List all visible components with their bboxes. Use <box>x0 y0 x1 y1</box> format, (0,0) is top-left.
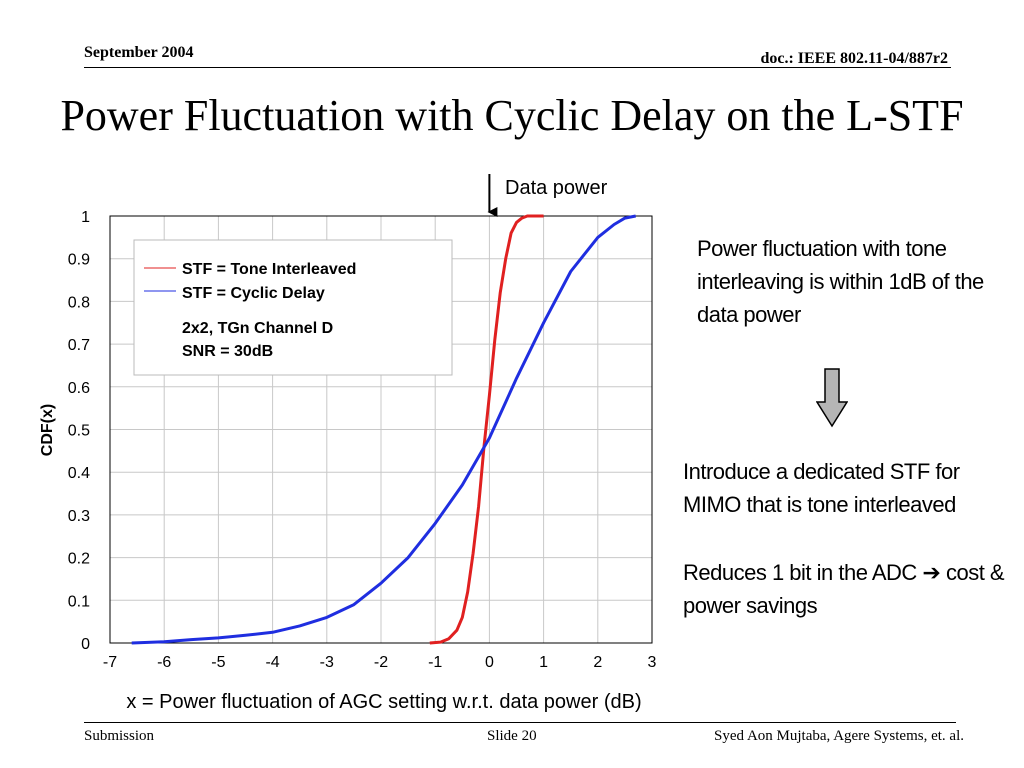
y-tick-label: 0.1 <box>68 593 90 610</box>
series-line-tone-interleaved <box>429 214 544 645</box>
footer-authors: Syed Aon Mujtaba, Agere Systems, et. al. <box>714 728 964 744</box>
footer-submission: Submission <box>84 728 155 744</box>
x-tick-label: -6 <box>157 654 171 671</box>
y-tick-label: 0.8 <box>68 294 90 311</box>
x-tick-label: -7 <box>103 654 117 671</box>
y-tick-label: 1 <box>81 209 90 226</box>
y-axis-label: CDF(x) <box>39 404 56 456</box>
adc-savings-text: Reduces 1 bit in the ADC ➔ cost & power … <box>683 556 1013 622</box>
legend-box <box>133 239 453 376</box>
x-tick-label: 3 <box>648 654 657 671</box>
adc-savings-suffix: cost & power savings <box>683 560 1005 618</box>
plot-frame <box>109 215 653 644</box>
y-tick-label: 0.4 <box>68 465 90 482</box>
chart-legend: STF = Tone Interleaved STF = Cyclic Dela… <box>133 239 453 376</box>
x-tick-label: 2 <box>593 654 602 671</box>
legend-note-channel: 2x2, TGn Channel D <box>182 320 333 337</box>
x-tick-labels: -7 -6 -5 -4 -3 -2 -1 0 1 2 3 <box>103 654 657 671</box>
y-tick-label: 0.6 <box>68 380 90 397</box>
introduce-stf-text: Introduce a dedicated STF for MIMO that … <box>683 459 960 517</box>
y-tick-label: 0.9 <box>68 252 90 269</box>
slide-title: Power Fluctuation with Cyclic Delay on t… <box>60 91 964 140</box>
tone-interleaving-note: Power fluctuation with tone interleaving… <box>697 236 984 327</box>
header-doc-id: doc.: IEEE 802.11-04/887r2 <box>760 50 948 67</box>
header-rule <box>84 67 951 68</box>
x-tick-label: -2 <box>374 654 388 671</box>
right-arrow-icon: ➔ <box>922 560 941 585</box>
footer-rule <box>84 722 956 723</box>
x-tick-label: -4 <box>265 654 279 671</box>
legend-label-tone-interleaved: STF = Tone Interleaved <box>182 261 356 278</box>
adc-savings-prefix: Reduces 1 bit in the ADC <box>683 560 923 585</box>
series-layer <box>131 214 636 645</box>
y-tick-label: 0 <box>81 636 90 653</box>
header-date: September 2004 <box>84 44 194 61</box>
x-tick-label: 0 <box>485 654 494 671</box>
footer-slide-number: Slide 20 <box>487 728 537 744</box>
y-tick-labels: 0 0.1 0.2 0.3 0.4 0.5 0.6 0.7 0.8 0.9 1 <box>68 209 90 653</box>
y-tick-label: 0.7 <box>68 337 90 354</box>
legend-note-snr: SNR = 30dB <box>182 343 273 360</box>
x-axis-label: x = Power fluctuation of AGC setting w.r… <box>126 691 641 713</box>
x-tick-label: -5 <box>211 654 225 671</box>
down-arrow-icon <box>816 368 848 428</box>
y-tick-label: 0.5 <box>68 423 90 440</box>
x-tick-label: -1 <box>428 654 442 671</box>
x-tick-label: 1 <box>539 654 548 671</box>
data-power-annotation: Data power <box>487 174 608 217</box>
x-tick-label: -3 <box>320 654 334 671</box>
series-line-cyclic-delay <box>131 214 636 645</box>
y-tick-label: 0.2 <box>68 551 90 568</box>
legend-label-cyclic-delay: STF = Cyclic Delay <box>182 285 325 302</box>
y-tick-label: 0.3 <box>68 508 90 525</box>
data-power-label: Data power <box>505 177 608 199</box>
